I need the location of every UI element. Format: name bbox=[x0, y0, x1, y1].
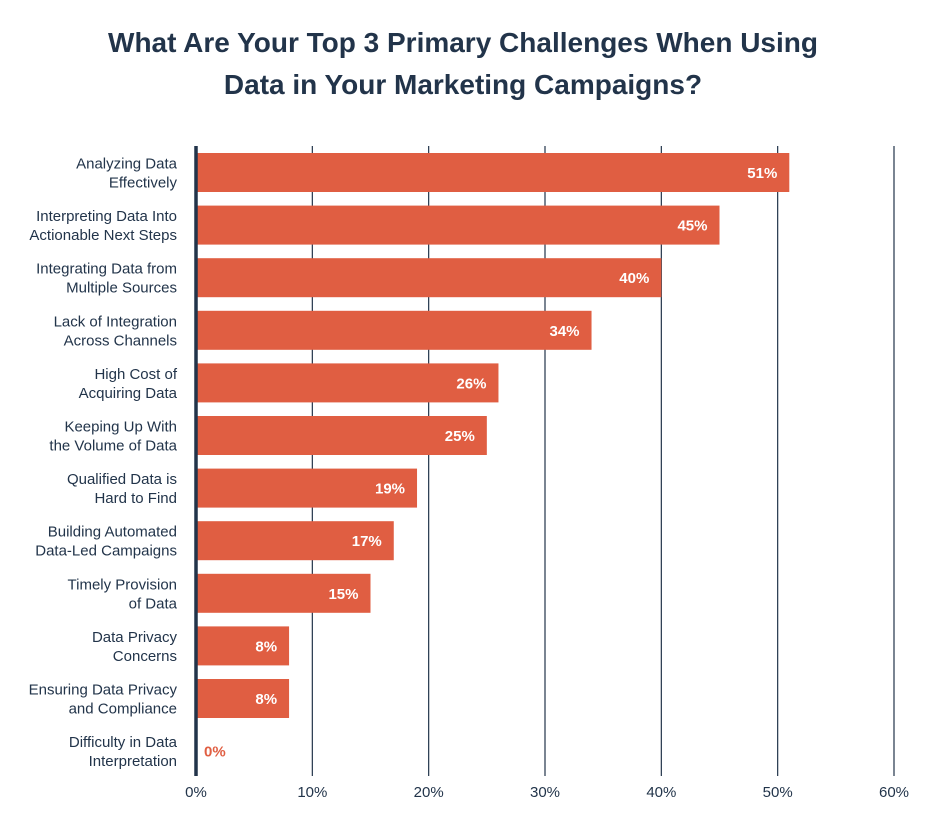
category-label: Timely Provision of Data bbox=[68, 576, 178, 612]
x-tick-label: 10% bbox=[297, 784, 327, 801]
bars bbox=[197, 153, 790, 718]
gridlines bbox=[311, 146, 895, 776]
bar-value-label: 0% bbox=[204, 744, 226, 761]
bar-value-label: 8% bbox=[255, 691, 277, 708]
bar-value-label: 26% bbox=[456, 375, 486, 392]
x-axis-ticks: 0% 10% 20% 30% 40% 50% 60% bbox=[185, 784, 909, 801]
bar-value-label: 40% bbox=[619, 270, 649, 287]
category-label: Difficulty in Data Interpretation bbox=[69, 734, 178, 770]
bar-value-label: 45% bbox=[677, 218, 707, 235]
bar bbox=[197, 310, 592, 350]
bar bbox=[197, 626, 290, 666]
bar bbox=[197, 573, 371, 613]
x-tick-label: 20% bbox=[414, 784, 444, 801]
x-tick-label: 60% bbox=[879, 784, 909, 801]
bar-value-label: 51% bbox=[747, 165, 777, 182]
bar-value-label: 15% bbox=[328, 586, 358, 603]
value-labels: 51% 45% 40% 34% 26% 25% 19% 17% 15% 8% 8% 0% bbox=[204, 165, 777, 761]
bar bbox=[197, 679, 290, 718]
x-tick-label: 50% bbox=[763, 784, 793, 801]
bar bbox=[197, 468, 418, 508]
bar bbox=[197, 153, 790, 192]
bar bbox=[197, 521, 394, 561]
category-label: Data Privacy Concerns bbox=[92, 629, 178, 665]
x-tick-label: 40% bbox=[646, 784, 676, 801]
category-label: Lack of Integration Across Channels bbox=[54, 313, 177, 349]
x-tick-label: 0% bbox=[185, 784, 207, 801]
bar-value-label: 19% bbox=[375, 481, 405, 498]
chart-title-line-1: What Are Your Top 3 Primary Challenges W… bbox=[108, 27, 818, 58]
category-label: Qualified Data is Hard to Find bbox=[67, 471, 177, 507]
bar-value-label: 34% bbox=[550, 323, 580, 340]
category-label: Analyzing Data Effectively bbox=[76, 156, 178, 192]
chart-title: What Are Your Top 3 Primary Challenges W… bbox=[0, 22, 926, 106]
category-label: High Cost of Acquiring Data bbox=[79, 366, 178, 402]
category-label: Interpreting Data Into Actionable Next St… bbox=[29, 208, 177, 244]
category-label: Ensuring Data Privacy and Compliance bbox=[29, 682, 178, 718]
bar-value-label: 17% bbox=[352, 533, 382, 550]
bar-value-label: 8% bbox=[255, 638, 277, 655]
category-label: Keeping Up With the Volume of Data bbox=[49, 419, 177, 455]
chart-title-line-2: Data in Your Marketing Campaigns? bbox=[223, 69, 703, 100]
bar bbox=[197, 258, 662, 298]
bar bbox=[197, 416, 487, 455]
bar-value-label: 25% bbox=[445, 428, 475, 445]
category-labels: Analyzing Data Effectively Interpreting Da… bbox=[29, 156, 178, 771]
category-label: Integrating Data from Multiple Sources bbox=[36, 261, 177, 297]
category-label: Building Automated Data-Led Campaigns bbox=[35, 524, 177, 560]
bar bbox=[197, 363, 499, 403]
x-tick-label: 30% bbox=[530, 784, 560, 801]
bar bbox=[197, 205, 720, 245]
